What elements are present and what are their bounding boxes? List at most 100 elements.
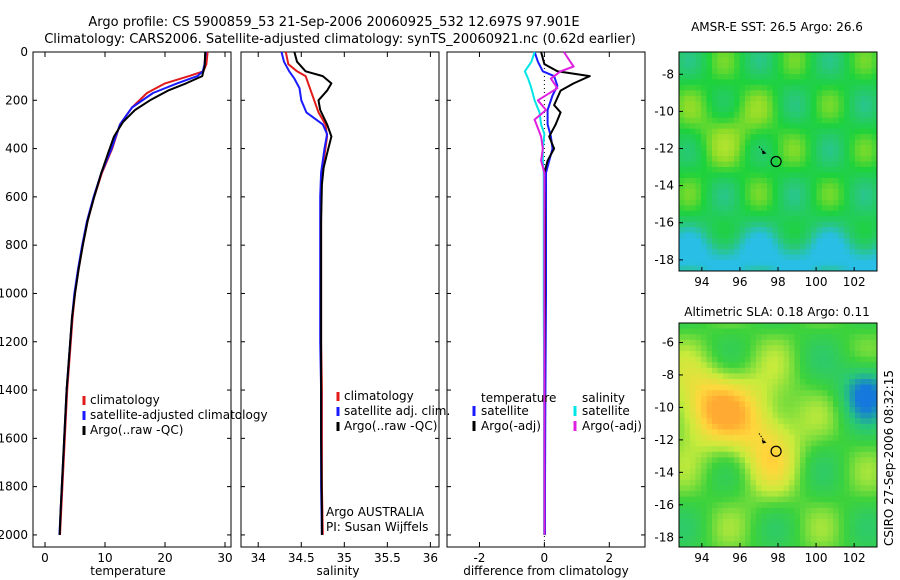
heatmap-cell — [734, 199, 740, 206]
heatmap-cell — [739, 446, 746, 453]
heatmap-cell — [756, 128, 762, 135]
heatmap-cell — [860, 249, 867, 255]
heatmap-cell — [684, 412, 691, 419]
heatmap-cell — [805, 249, 812, 255]
heatmap-cell — [800, 84, 806, 91]
heatmap-cell — [794, 530, 801, 537]
y-tick-label: 800 — [5, 238, 28, 252]
heatmap-cell — [701, 519, 707, 525]
heatmap-cell — [701, 451, 707, 458]
heatmap-cell — [756, 502, 762, 509]
heatmap-cell — [866, 260, 872, 266]
heatmap-cell — [860, 535, 867, 542]
heatmap-cell — [783, 524, 790, 531]
heatmap-cell — [838, 90, 845, 97]
heatmap-cell — [706, 451, 713, 458]
heatmap-cell — [739, 541, 746, 548]
heatmap-cell — [750, 535, 757, 542]
heatmap-cell — [783, 429, 790, 436]
heatmap-cell — [811, 334, 817, 341]
heatmap-cell — [706, 530, 713, 537]
heatmap-cell — [844, 507, 850, 514]
heatmap-cell — [772, 73, 779, 80]
heatmap-cell — [805, 68, 812, 75]
heatmap-cell — [855, 243, 861, 250]
heatmap-cell — [789, 384, 795, 391]
heatmap-cell — [827, 407, 834, 413]
heatmap-cell — [789, 249, 795, 255]
heatmap-cell — [816, 150, 823, 157]
heatmap-cell — [805, 496, 812, 503]
heatmap-cell — [838, 345, 845, 352]
heatmap-cell — [701, 429, 707, 436]
heatmap-cell — [816, 491, 823, 497]
heatmap-cell — [695, 216, 702, 223]
heatmap-cell — [690, 177, 696, 184]
heatmap-cell — [679, 161, 685, 168]
heatmap-cell — [844, 395, 850, 402]
heatmap-cell — [772, 474, 779, 481]
heatmap-cell — [855, 407, 861, 413]
heatmap-cell — [800, 356, 806, 363]
heatmap-cell — [827, 249, 834, 255]
heatmap-cell — [706, 57, 713, 64]
heatmap-cell — [794, 52, 801, 58]
heatmap-cell — [761, 62, 768, 69]
heatmap-cell — [679, 123, 685, 130]
heatmap-cell — [684, 446, 691, 453]
heatmap-cell — [695, 502, 702, 509]
heatmap-cell — [811, 412, 817, 419]
heatmap-cell — [761, 367, 768, 374]
heatmap-cell — [816, 95, 823, 102]
heatmap-cell — [778, 172, 784, 179]
heatmap-cell — [690, 216, 696, 223]
heatmap-cell — [750, 362, 757, 369]
heatmap-cell — [756, 351, 762, 357]
heatmap-cell — [789, 210, 795, 217]
heatmap-cell — [855, 435, 861, 441]
heatmap-cell — [816, 216, 823, 223]
heatmap-cell — [734, 183, 740, 190]
heatmap-cell — [772, 95, 779, 102]
heatmap-cell — [800, 362, 806, 369]
heatmap-cell — [734, 407, 740, 413]
heatmap-cell — [728, 524, 735, 531]
heatmap-cell — [761, 334, 768, 341]
sst-map-title: AMSR-E SST: 26.5 Argo: 26.6 — [691, 20, 863, 34]
heatmap-cell — [756, 328, 762, 335]
figure-title-line1: Argo profile: CS 5900859_53 21-Sep-2006 … — [88, 15, 579, 30]
heatmap-cell — [844, 401, 850, 408]
heatmap-cell — [822, 205, 828, 212]
heatmap-cell — [728, 84, 735, 91]
heatmap-cell — [712, 395, 718, 402]
heatmap-cell — [734, 106, 740, 113]
heatmap-cell — [816, 188, 823, 195]
heatmap-cell — [717, 373, 724, 380]
heatmap-cell — [827, 491, 834, 497]
heatmap-cell — [800, 451, 806, 458]
heatmap-cell — [833, 117, 839, 124]
heatmap-cell — [745, 249, 751, 255]
heatmap-cell — [745, 117, 751, 124]
heatmap-cell — [701, 238, 707, 245]
heatmap-cell — [822, 265, 828, 272]
heatmap-cell — [844, 52, 850, 58]
heatmap-cell — [745, 188, 751, 195]
heatmap-cell — [855, 530, 861, 537]
heatmap-cell — [816, 205, 823, 212]
sla-argo-marker — [758, 433, 782, 457]
heatmap-cell — [789, 68, 795, 75]
heatmap-cell — [827, 345, 834, 352]
heatmap-cell — [778, 334, 784, 341]
heatmap-cell — [816, 496, 823, 503]
heatmap-cell — [838, 507, 845, 514]
heatmap-cell — [690, 351, 696, 357]
heatmap-cell — [761, 221, 768, 228]
heatmap-cell — [767, 519, 773, 525]
heatmap-cell — [767, 423, 773, 430]
heatmap-cell — [871, 238, 878, 245]
heatmap-cell — [855, 156, 861, 162]
heatmap-cell — [849, 339, 856, 346]
heatmap-cell — [723, 502, 729, 509]
heatmap-cell — [684, 356, 691, 363]
